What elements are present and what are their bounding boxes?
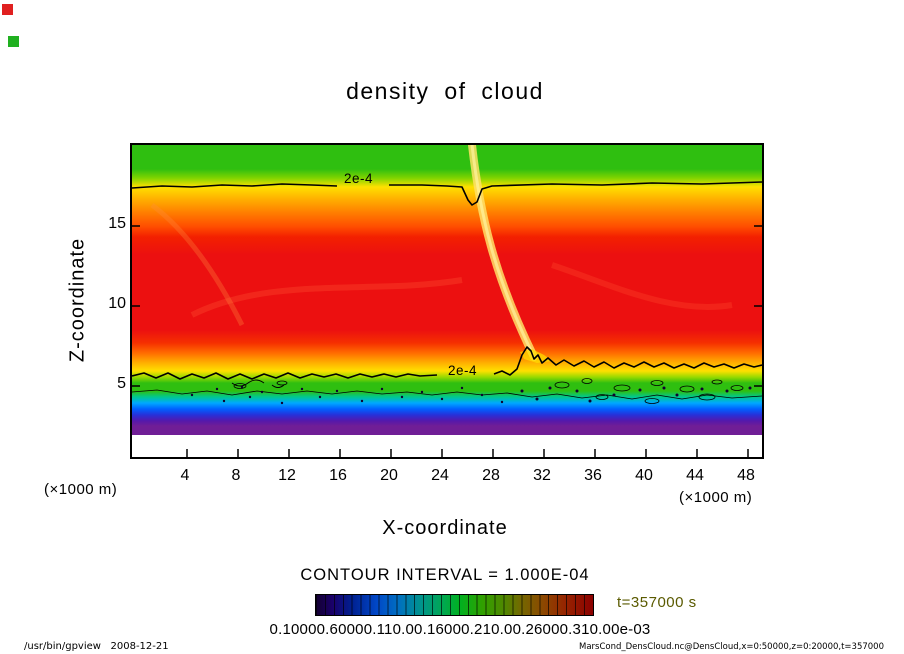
plot-title: density of cloud (346, 78, 544, 104)
diagonal-streak (468, 145, 538, 361)
y-axis-tick-marks (132, 225, 762, 387)
x-tick-label: 8 (231, 467, 241, 484)
contour-interval-text: CONTOUR INTERVAL = 1.000E-04 (300, 566, 590, 584)
x-axis-label: X-coordinate (382, 517, 508, 539)
x-tick-label: 16 (329, 467, 347, 484)
colorbar (315, 594, 594, 616)
x-tick-label: 24 (431, 467, 449, 484)
x-tick-label: 20 (380, 467, 398, 484)
plot-area: 2e-4 2e-4 (130, 143, 764, 459)
contour-overlay (132, 145, 762, 457)
y-tick-label: 5 (117, 375, 126, 392)
y-tick-label: 10 (108, 295, 126, 312)
time-label: t=357000 s (617, 594, 697, 611)
density-filled-contour-field (132, 145, 762, 435)
x-tick-label: 28 (482, 467, 500, 484)
x-tick-label: 12 (278, 467, 296, 484)
x-axis-unit-label: (×1000 m) (679, 489, 753, 506)
x-tick-label: 44 (686, 467, 704, 484)
x-tick-label: 40 (635, 467, 653, 484)
x-tick-label: 4 (180, 467, 190, 484)
x-axis-tick-marks (186, 449, 749, 457)
contour-line-label-bottom: 2e-4 (448, 363, 478, 378)
x-tick-label: 36 (584, 467, 602, 484)
screen-artifact-green (8, 36, 19, 47)
screen-artifact-red (2, 4, 13, 15)
colorbar-tick-labels: 0.10000.60000.110.00.16000.210.00.26000.… (269, 621, 651, 638)
footer-dataset-info: MarsCond_DensCloud.nc@DensCloud,x=0:5000… (578, 642, 884, 652)
y-axis-unit-label: (×1000 m) (44, 481, 118, 498)
contour-line-label-top: 2e-4 (344, 171, 374, 186)
x-tick-label: 32 (533, 467, 551, 484)
y-tick-label: 15 (108, 215, 126, 232)
x-tick-label: 48 (737, 467, 755, 484)
footer-command-path: /usr/bin/gpview 2008-12-21 (24, 641, 169, 652)
